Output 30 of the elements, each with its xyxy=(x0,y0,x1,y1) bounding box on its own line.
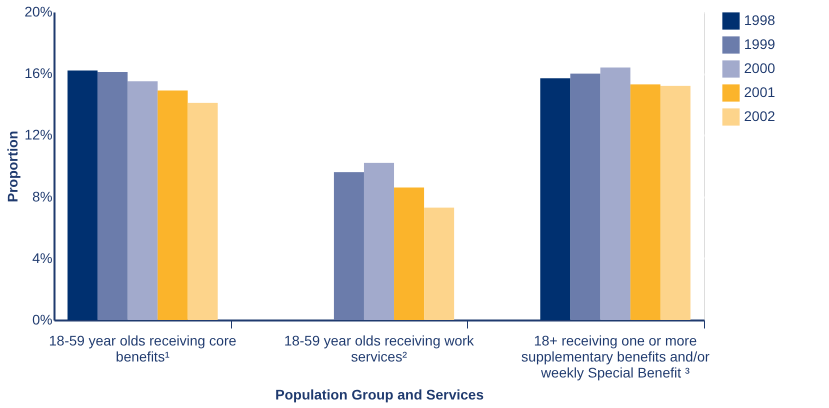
x-tick-label: 18-59 year olds receiving work services² xyxy=(284,332,475,364)
y-tick-label: 20% xyxy=(24,4,52,20)
legend-label: 2001 xyxy=(744,84,776,100)
x-axis-title: Population Group and Services xyxy=(275,386,484,402)
legend-label: 2002 xyxy=(744,108,776,124)
bar xyxy=(128,81,158,320)
bar xyxy=(98,72,128,320)
bar xyxy=(424,208,454,320)
y-tick-label: 8% xyxy=(32,188,52,204)
bar xyxy=(630,84,660,320)
bar xyxy=(364,162,394,320)
bar xyxy=(68,70,98,320)
y-tick-label: 4% xyxy=(32,250,52,266)
y-tick-label: 12% xyxy=(24,126,52,143)
x-tick-label: 18-59 year olds receiving core benefits¹ xyxy=(48,332,237,364)
legend-label: 1998 xyxy=(744,12,776,28)
bar xyxy=(600,67,630,320)
bar xyxy=(188,102,218,320)
legend-label: 1999 xyxy=(744,36,776,52)
y-axis-title: Proportion xyxy=(4,130,20,202)
bar xyxy=(158,90,188,320)
bar xyxy=(570,74,600,320)
bar xyxy=(540,78,570,320)
bar xyxy=(334,172,364,320)
bar xyxy=(394,188,424,320)
x-tick-label: 18+ receiving one or more supplementary benefits and/or weekly Special Benefit ³ xyxy=(521,332,710,380)
bar xyxy=(660,86,690,320)
legend-label: 2000 xyxy=(744,60,776,76)
y-tick-label: 0% xyxy=(32,312,52,328)
y-tick-label: 16% xyxy=(24,65,52,82)
